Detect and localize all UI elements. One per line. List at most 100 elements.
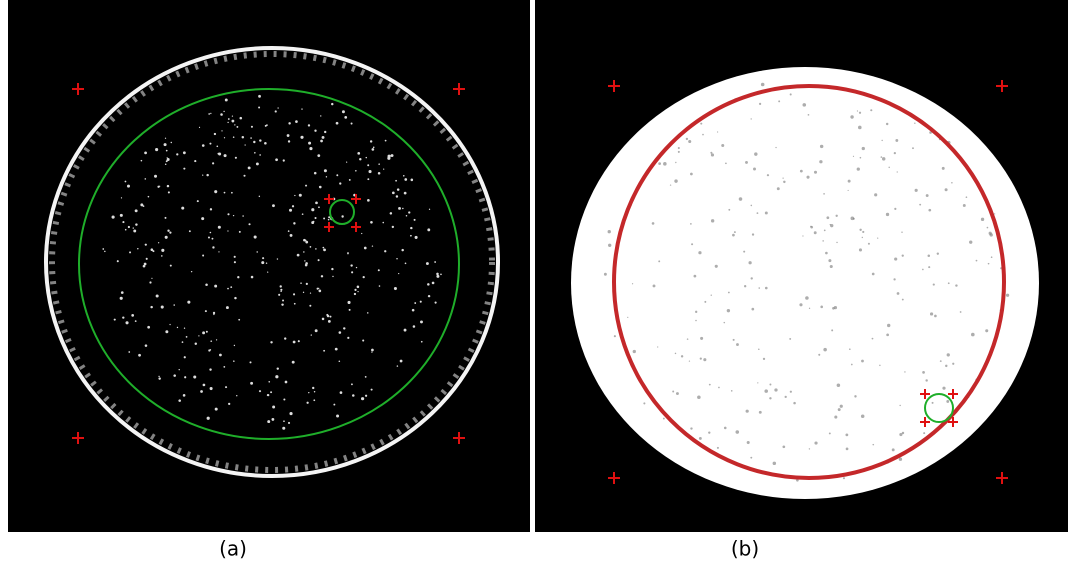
speckle: [173, 304, 175, 306]
speckle: [135, 223, 137, 225]
speckle: [165, 330, 168, 333]
speckle: [182, 341, 184, 343]
speckle: [394, 287, 397, 290]
speckle: [746, 410, 749, 413]
speckle: [237, 276, 239, 278]
speckle: [412, 309, 415, 312]
speckle: [293, 341, 296, 344]
speckle: [886, 123, 888, 125]
speckle: [767, 174, 769, 176]
speckle: [663, 418, 665, 420]
speckle: [268, 381, 270, 383]
speckle: [104, 251, 106, 253]
speckle: [736, 343, 739, 346]
speckle: [397, 188, 400, 191]
speckle: [708, 431, 710, 433]
speckle: [166, 150, 168, 152]
speckle: [751, 277, 753, 279]
speckle: [703, 358, 706, 361]
speckle: [347, 337, 349, 339]
speckle: [178, 399, 181, 402]
speckle: [858, 126, 862, 130]
speckle: [836, 215, 838, 217]
speckle: [318, 206, 320, 208]
speckle: [339, 360, 341, 362]
speckle: [769, 397, 771, 399]
speckle: [183, 394, 186, 397]
speckle: [258, 95, 261, 98]
speckle: [952, 363, 954, 365]
speckle: [256, 162, 259, 165]
speckle: [277, 367, 279, 369]
speckle: [298, 340, 300, 342]
speckle: [165, 163, 167, 165]
speckle: [361, 397, 364, 400]
speckle: [915, 189, 918, 192]
speckle: [129, 251, 131, 253]
speckle: [331, 103, 333, 105]
speckle: [369, 170, 372, 173]
speckle: [837, 383, 841, 387]
speckle: [410, 227, 412, 229]
speckle: [834, 306, 837, 309]
speckle: [695, 311, 697, 313]
speckle: [385, 140, 387, 142]
speckle: [658, 260, 660, 262]
speckle: [846, 447, 849, 450]
speckle: [173, 374, 176, 377]
speckle: [759, 103, 761, 105]
speckle: [288, 230, 290, 232]
speckle: [137, 248, 138, 249]
speckle: [670, 184, 671, 185]
speckle: [757, 212, 759, 214]
speckle: [249, 361, 251, 363]
speckle: [284, 337, 286, 339]
speckle: [282, 300, 284, 302]
speckle: [888, 167, 889, 168]
speckle: [675, 162, 676, 163]
speckle: [824, 229, 826, 231]
speckle: [320, 140, 323, 143]
speckle: [367, 178, 369, 180]
speckle: [704, 301, 706, 303]
speckle: [184, 328, 185, 329]
speckle: [753, 167, 756, 170]
speckle: [313, 221, 315, 223]
speckle: [743, 251, 745, 253]
speckle: [390, 212, 392, 214]
speckle: [947, 353, 950, 356]
speckle: [289, 209, 292, 212]
speckle: [165, 236, 168, 239]
speckle: [761, 83, 765, 87]
speckle: [872, 338, 874, 340]
speckle: [128, 351, 130, 353]
speckle: [179, 369, 180, 370]
speckle: [868, 243, 870, 245]
speckle: [248, 166, 251, 169]
speckle: [372, 148, 375, 151]
speckle: [292, 361, 295, 364]
speckle: [823, 348, 827, 352]
speckle: [165, 138, 166, 139]
speckle: [711, 219, 714, 222]
speckle: [234, 124, 235, 125]
speckle: [354, 289, 356, 291]
speckle: [277, 258, 278, 259]
speckle: [342, 110, 345, 113]
speckle: [963, 204, 966, 207]
speckle: [845, 434, 848, 437]
speckle: [224, 192, 226, 194]
speckle: [391, 154, 394, 157]
speckle: [253, 141, 255, 143]
speckle: [930, 312, 933, 315]
speckle: [224, 154, 227, 157]
speckle: [112, 215, 115, 218]
speckle: [413, 325, 416, 328]
speckle: [663, 162, 667, 166]
speckle: [158, 377, 160, 379]
speckle: [752, 233, 754, 235]
speckle: [352, 394, 355, 397]
speckle: [314, 130, 316, 132]
speckle: [404, 192, 407, 195]
speckle: [309, 147, 312, 150]
